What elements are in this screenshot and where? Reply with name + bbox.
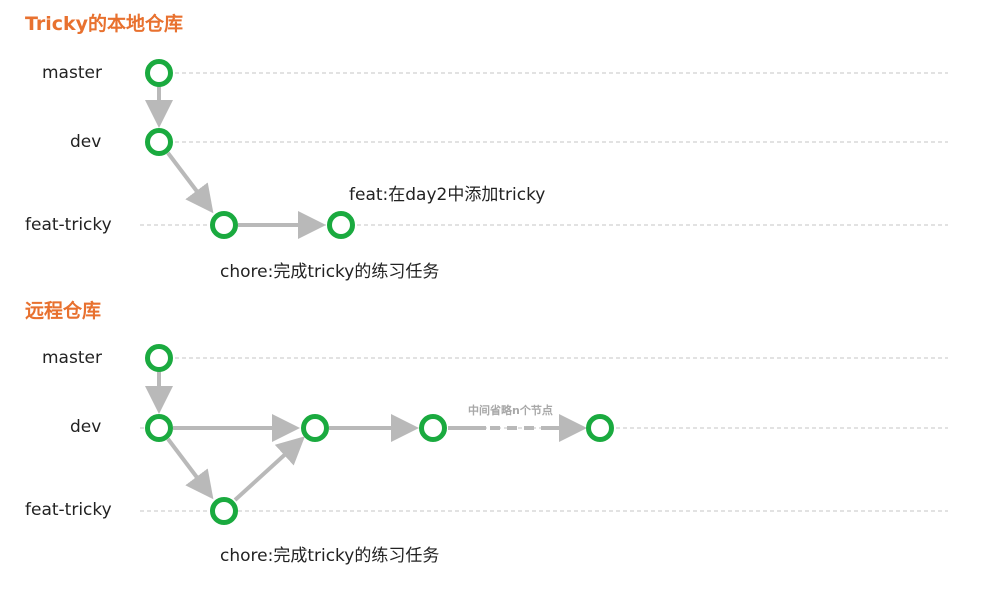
arrow-local-dev-to-chore [166,151,214,214]
commit-node-remote-master [145,344,173,372]
commit-node-local-dev [145,128,173,156]
local-repo-title: Tricky的本地仓库 [25,13,184,35]
arrow-remote-dev-to-chore [166,437,214,500]
commit-node-remote-last [586,414,614,442]
commit-node-remote-dev [145,414,173,442]
local-branch-label-feat-tricky: feat-tricky [25,215,112,235]
commit-node-remote-chore [210,497,238,525]
local-branch-label-master: master [42,63,102,83]
omitted-nodes-note: 中间省略n个节点 [468,404,553,417]
commit-node-local-chore [210,211,238,239]
local-commit-chore-message: chore:完成tricky的练习任务 [220,262,440,282]
commit-node-local-master [145,59,173,87]
local-commit-feat-message: feat:在day2中添加tricky [349,185,546,205]
remote-commit-chore-message: chore:完成tricky的练习任务 [220,546,440,566]
remote-branch-label-feat-tricky: feat-tricky [25,500,112,520]
local-branch-label-dev: dev [70,132,102,152]
commit-node-remote-merge [301,414,329,442]
remote-repo-title: 远程仓库 [25,300,102,322]
remote-branch-label-master: master [42,348,102,368]
arrow-remote-chore-to-merge [233,436,305,502]
commit-node-remote-next [419,414,447,442]
commit-node-local-feat [327,211,355,239]
remote-branch-label-dev: dev [70,417,102,437]
